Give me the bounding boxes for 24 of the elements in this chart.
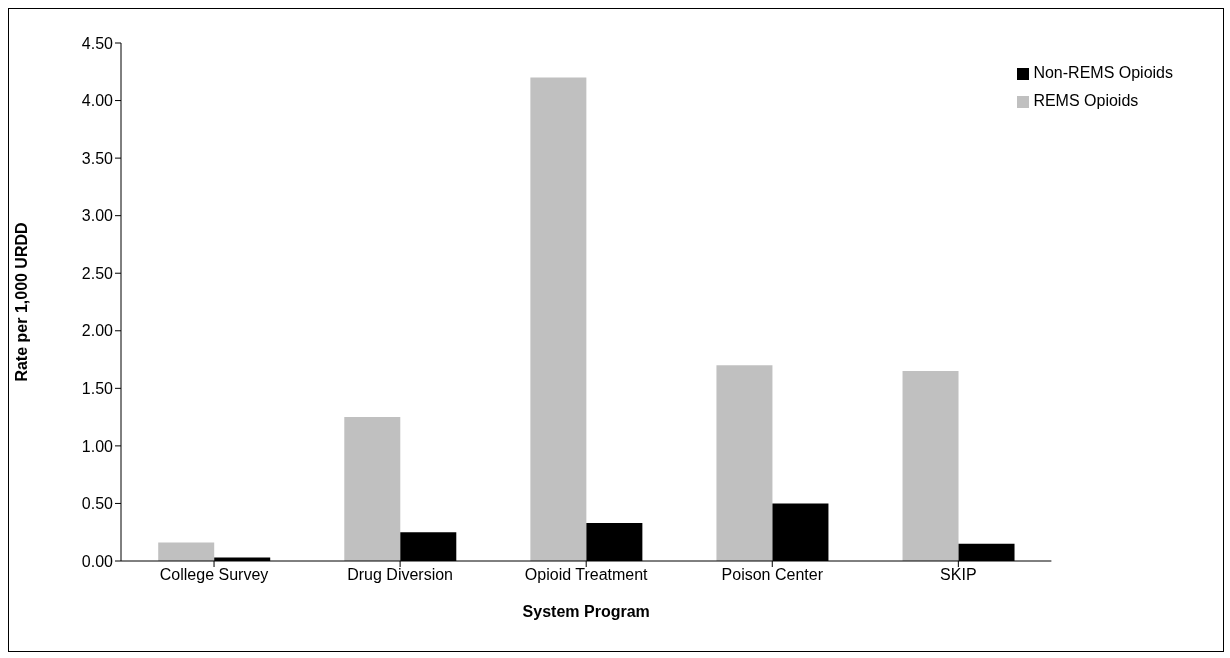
x-axis-title: System Program [522, 603, 650, 620]
y-tick-label: 0.00 [81, 552, 114, 570]
bar [344, 417, 401, 561]
x-tick-label: Poison Center [721, 566, 824, 584]
y-tick-label: 4.50 [81, 34, 114, 52]
x-tick-label: Drug Diversion [347, 566, 454, 584]
y-tick-label: 2.50 [81, 264, 114, 282]
x-tick-label: SKIP [940, 566, 977, 584]
bar [902, 371, 959, 561]
x-tick-label: College Survey [159, 566, 269, 584]
y-tick-label: 4.00 [81, 92, 114, 110]
y-tick-label: 3.50 [81, 149, 114, 167]
y-tick-label: 3.00 [81, 207, 114, 225]
bar [158, 542, 215, 561]
y-tick-label: 1.00 [81, 437, 114, 455]
bar [716, 365, 773, 561]
y-tick-label: 2.00 [81, 322, 114, 340]
legend-label: REMS Opioids [1033, 92, 1139, 109]
x-tick-label: Opioid Treatment [524, 566, 649, 584]
bar [530, 77, 587, 561]
y-axis-title: Rate per 1,000 URDD [12, 222, 30, 382]
legend-label: Non-REMS Opioids [1033, 64, 1173, 81]
y-tick-label: 1.50 [81, 380, 114, 398]
y-tick-label: 0.50 [81, 495, 114, 513]
